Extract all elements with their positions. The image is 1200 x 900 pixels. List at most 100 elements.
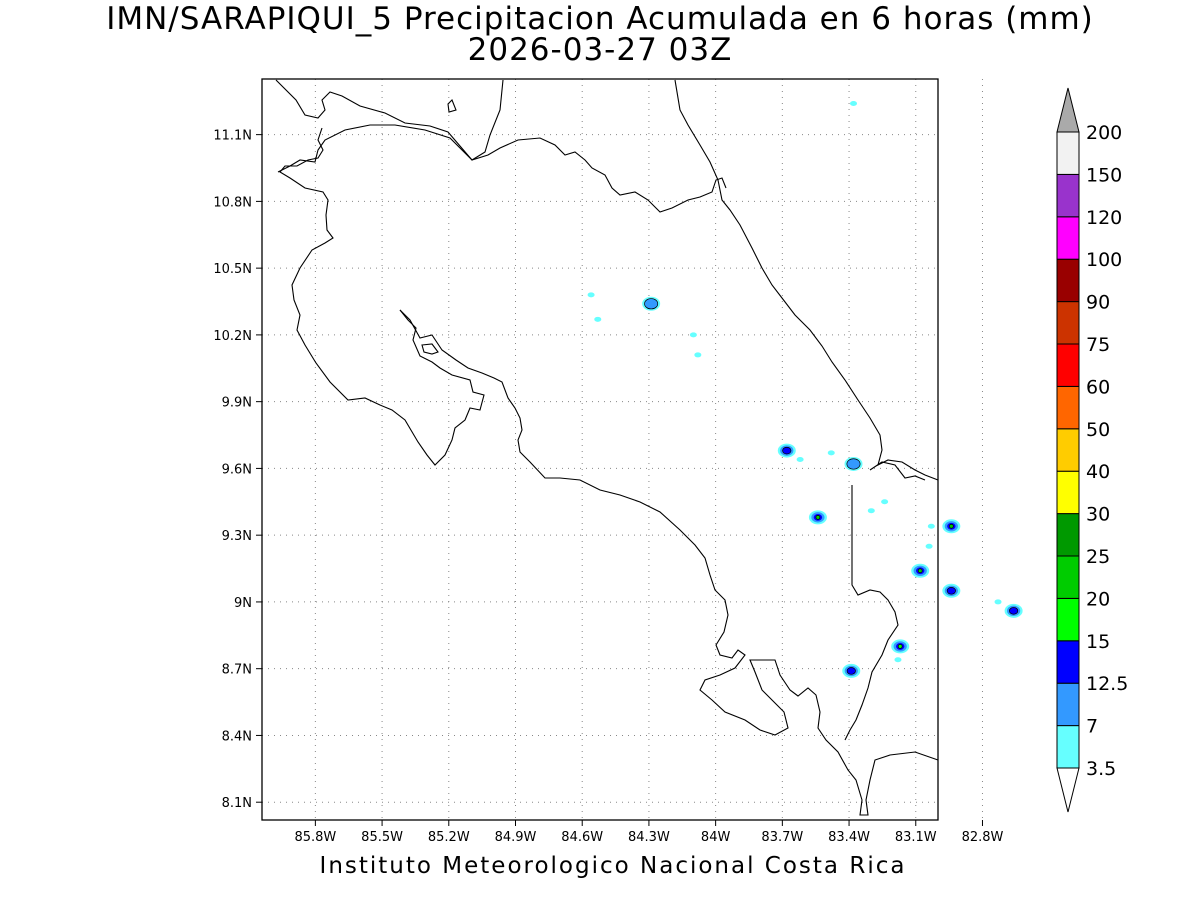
colorbar-box <box>1056 725 1080 769</box>
precip-contour <box>846 458 861 470</box>
colorbar-box <box>1056 301 1080 345</box>
precip-speck <box>694 352 702 358</box>
precipitation-field <box>587 100 1023 678</box>
precip-speck <box>925 543 933 549</box>
precip-speck <box>594 316 602 322</box>
precip-speck <box>927 523 935 529</box>
precip-contour <box>782 446 792 455</box>
precip-speck <box>689 332 697 338</box>
colorbar-box <box>1056 682 1080 727</box>
colorbar-top-triangle <box>1056 87 1080 133</box>
y-tick-label: 10.8N <box>213 195 252 210</box>
colorbar-box <box>1056 470 1080 515</box>
colorbar-label: 40 <box>1086 461 1110 483</box>
precip-contour <box>948 523 954 529</box>
y-tick-label: 9N <box>234 596 252 611</box>
colorbar-label: 200 <box>1086 122 1122 144</box>
island-outline <box>421 343 439 355</box>
colorbar-box <box>1056 343 1080 387</box>
latitude-axis: 11.1N 10.8N 10.5N 10.2N 9.9N 9.6N 9.3N 9N 8.7N 8.… <box>213 129 262 811</box>
longitude-axis: 85.8W 85.5W 85.2W 84.9W 84.6W 84.3W 84W 83.7W 83… <box>294 820 1004 845</box>
x-tick-label: 85.8W <box>294 830 336 845</box>
colorbar-label: 3.5 <box>1086 758 1116 780</box>
x-tick-label: 84.9W <box>495 830 537 845</box>
panama-border <box>844 485 899 741</box>
nicoya-gulf-coast <box>399 309 939 816</box>
colorbar-label: 50 <box>1086 419 1110 441</box>
x-tick-label: 83.7W <box>761 830 803 845</box>
y-tick-label: 8.1N <box>222 796 252 811</box>
x-tick-label: 84.6W <box>561 830 603 845</box>
precip-cell <box>911 563 930 578</box>
small-island <box>447 99 457 113</box>
y-tick-label: 9.9N <box>222 396 252 411</box>
institution-footer: Instituto Meteorologico Nacional Costa R… <box>319 853 907 879</box>
colorbar-label: 120 <box>1086 207 1122 229</box>
precip-speck <box>881 499 889 505</box>
y-tick-label: 8.4N <box>222 729 252 744</box>
colorbar-box <box>1056 428 1080 472</box>
colorbar-label: 7 <box>1086 716 1098 738</box>
colorbar-box <box>1056 640 1080 684</box>
colorbar-box <box>1056 513 1080 557</box>
colorbar-label: 20 <box>1086 588 1110 610</box>
map-grid <box>262 79 983 820</box>
x-tick-label: 83.4W <box>828 830 870 845</box>
precip-contour <box>897 644 903 649</box>
colorbar-label: 25 <box>1086 546 1110 568</box>
coastline-layer <box>275 79 939 816</box>
precip-speck <box>994 599 1002 605</box>
y-tick-label: 9.6N <box>222 462 252 477</box>
colorbar-box <box>1056 173 1080 218</box>
panama-coast-east <box>869 461 926 481</box>
precip-cell <box>777 443 796 458</box>
precip-contour <box>815 515 821 520</box>
colorbar-box <box>1056 131 1080 175</box>
map-subtitle: 2026-03-27 03Z <box>467 32 733 68</box>
x-tick-label: 84.3W <box>628 830 670 845</box>
map-frame <box>261 78 939 821</box>
x-tick-label: 85.2W <box>428 830 470 845</box>
caribbean-coastline <box>674 79 939 481</box>
precip-contour <box>917 568 923 574</box>
colorbar-label: 90 <box>1086 292 1110 314</box>
colorbar-box <box>1056 555 1080 599</box>
precip-cell <box>942 519 961 534</box>
precip-speck <box>867 508 875 514</box>
x-tick-label: 83.1W <box>895 830 937 845</box>
y-tick-label: 8.7N <box>222 663 252 678</box>
precip-cell <box>642 296 661 311</box>
colorbar-box <box>1056 385 1080 430</box>
x-tick-label: 84W <box>701 830 731 845</box>
precip-cell <box>1004 603 1023 618</box>
colorbar-label: 100 <box>1086 249 1122 271</box>
pacific-coastline <box>275 79 504 161</box>
x-tick-label: 85.5W <box>361 830 403 845</box>
colorbar-label: 15 <box>1086 631 1110 653</box>
nicaragua-border <box>277 124 727 213</box>
colorbar-box <box>1056 216 1080 260</box>
precip-cell <box>842 663 861 678</box>
precip-contour <box>644 298 659 310</box>
colorbar-label: 75 <box>1086 334 1110 356</box>
y-tick-label: 10.2N <box>213 329 252 344</box>
precip-speck <box>894 657 902 663</box>
colorbar-box <box>1056 258 1080 303</box>
x-tick-label: 82.8W <box>962 830 1004 845</box>
y-tick-label: 11.1N <box>213 129 252 144</box>
precip-cell <box>808 510 827 525</box>
precip-contour <box>1009 607 1019 615</box>
precip-speck <box>850 100 857 106</box>
precip-cell <box>942 583 961 598</box>
lake-shore <box>279 127 485 466</box>
colorbar-box <box>1056 597 1080 642</box>
y-tick-label: 10.5N <box>213 262 252 277</box>
y-tick-label: 9.3N <box>222 529 252 544</box>
precip-contour <box>846 667 856 675</box>
precip-speck <box>796 457 804 463</box>
precip-speck <box>587 292 595 298</box>
colorbar-label: 30 <box>1086 504 1110 526</box>
colorbar-label: 12.5 <box>1086 673 1128 695</box>
colorbar: 3.5 7 12.5 15 20 25 30 40 50 60 75 90 100 120 150 200 <box>1056 87 1128 813</box>
